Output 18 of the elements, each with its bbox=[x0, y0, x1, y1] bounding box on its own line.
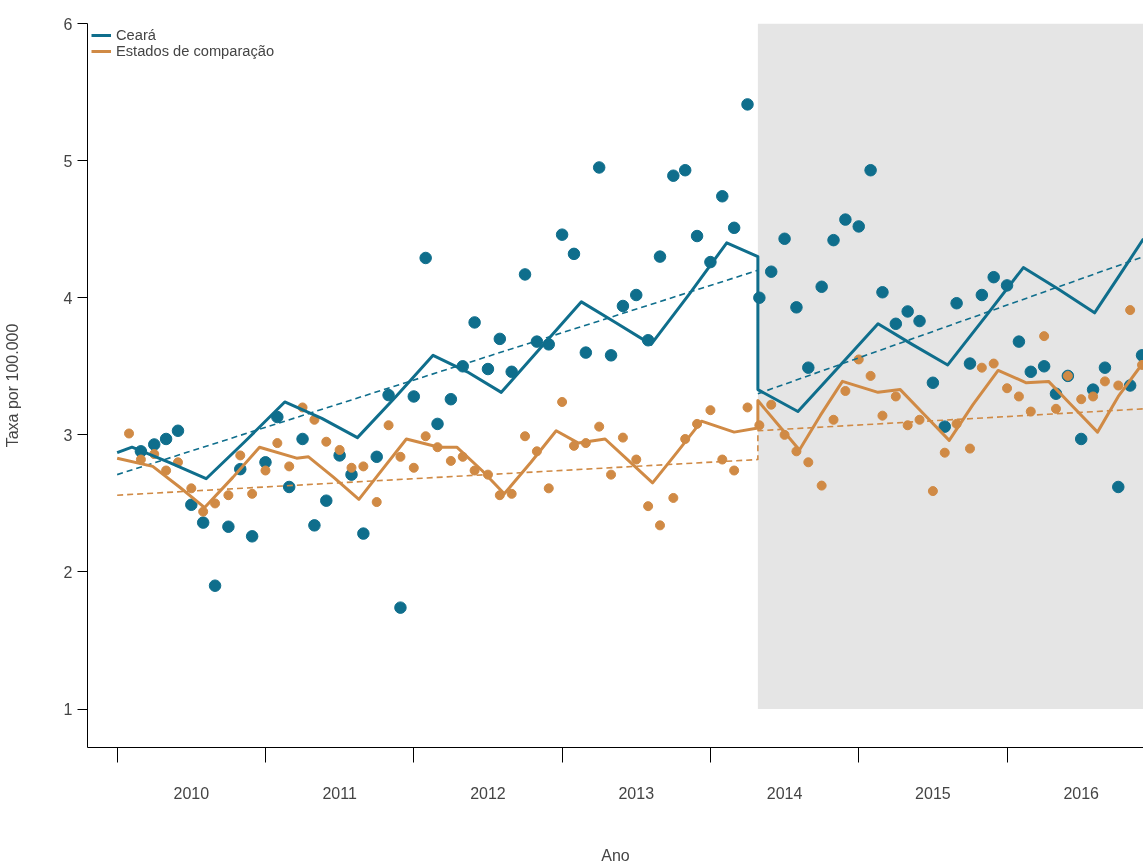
x-tick-label: 2010 bbox=[173, 784, 210, 802]
y-axis-title: Taxa por 100.000 bbox=[3, 323, 21, 448]
y-tick-label: 6 bbox=[63, 15, 73, 33]
y-tick-label: 2 bbox=[63, 563, 73, 581]
legend-label: Estados de comparação bbox=[116, 43, 275, 59]
line-series bbox=[115, 237, 1143, 481]
y-tick-label: 5 bbox=[63, 152, 73, 170]
x-tick-label: 2012 bbox=[470, 784, 506, 802]
x-tick-label: 2014 bbox=[766, 784, 803, 802]
x-tick-label: 2013 bbox=[618, 784, 655, 802]
x-tick-label: 2016 bbox=[1063, 784, 1100, 802]
legend-label: Ceará bbox=[116, 27, 156, 43]
y-tick-label: 4 bbox=[63, 289, 73, 307]
x-tick-label: 2015 bbox=[915, 784, 951, 802]
x-tick-label: 2011 bbox=[322, 784, 357, 802]
y-tick-label: 1 bbox=[63, 701, 73, 719]
y-tick-label: 3 bbox=[63, 426, 73, 444]
x-axis-title: Ano bbox=[601, 846, 630, 864]
